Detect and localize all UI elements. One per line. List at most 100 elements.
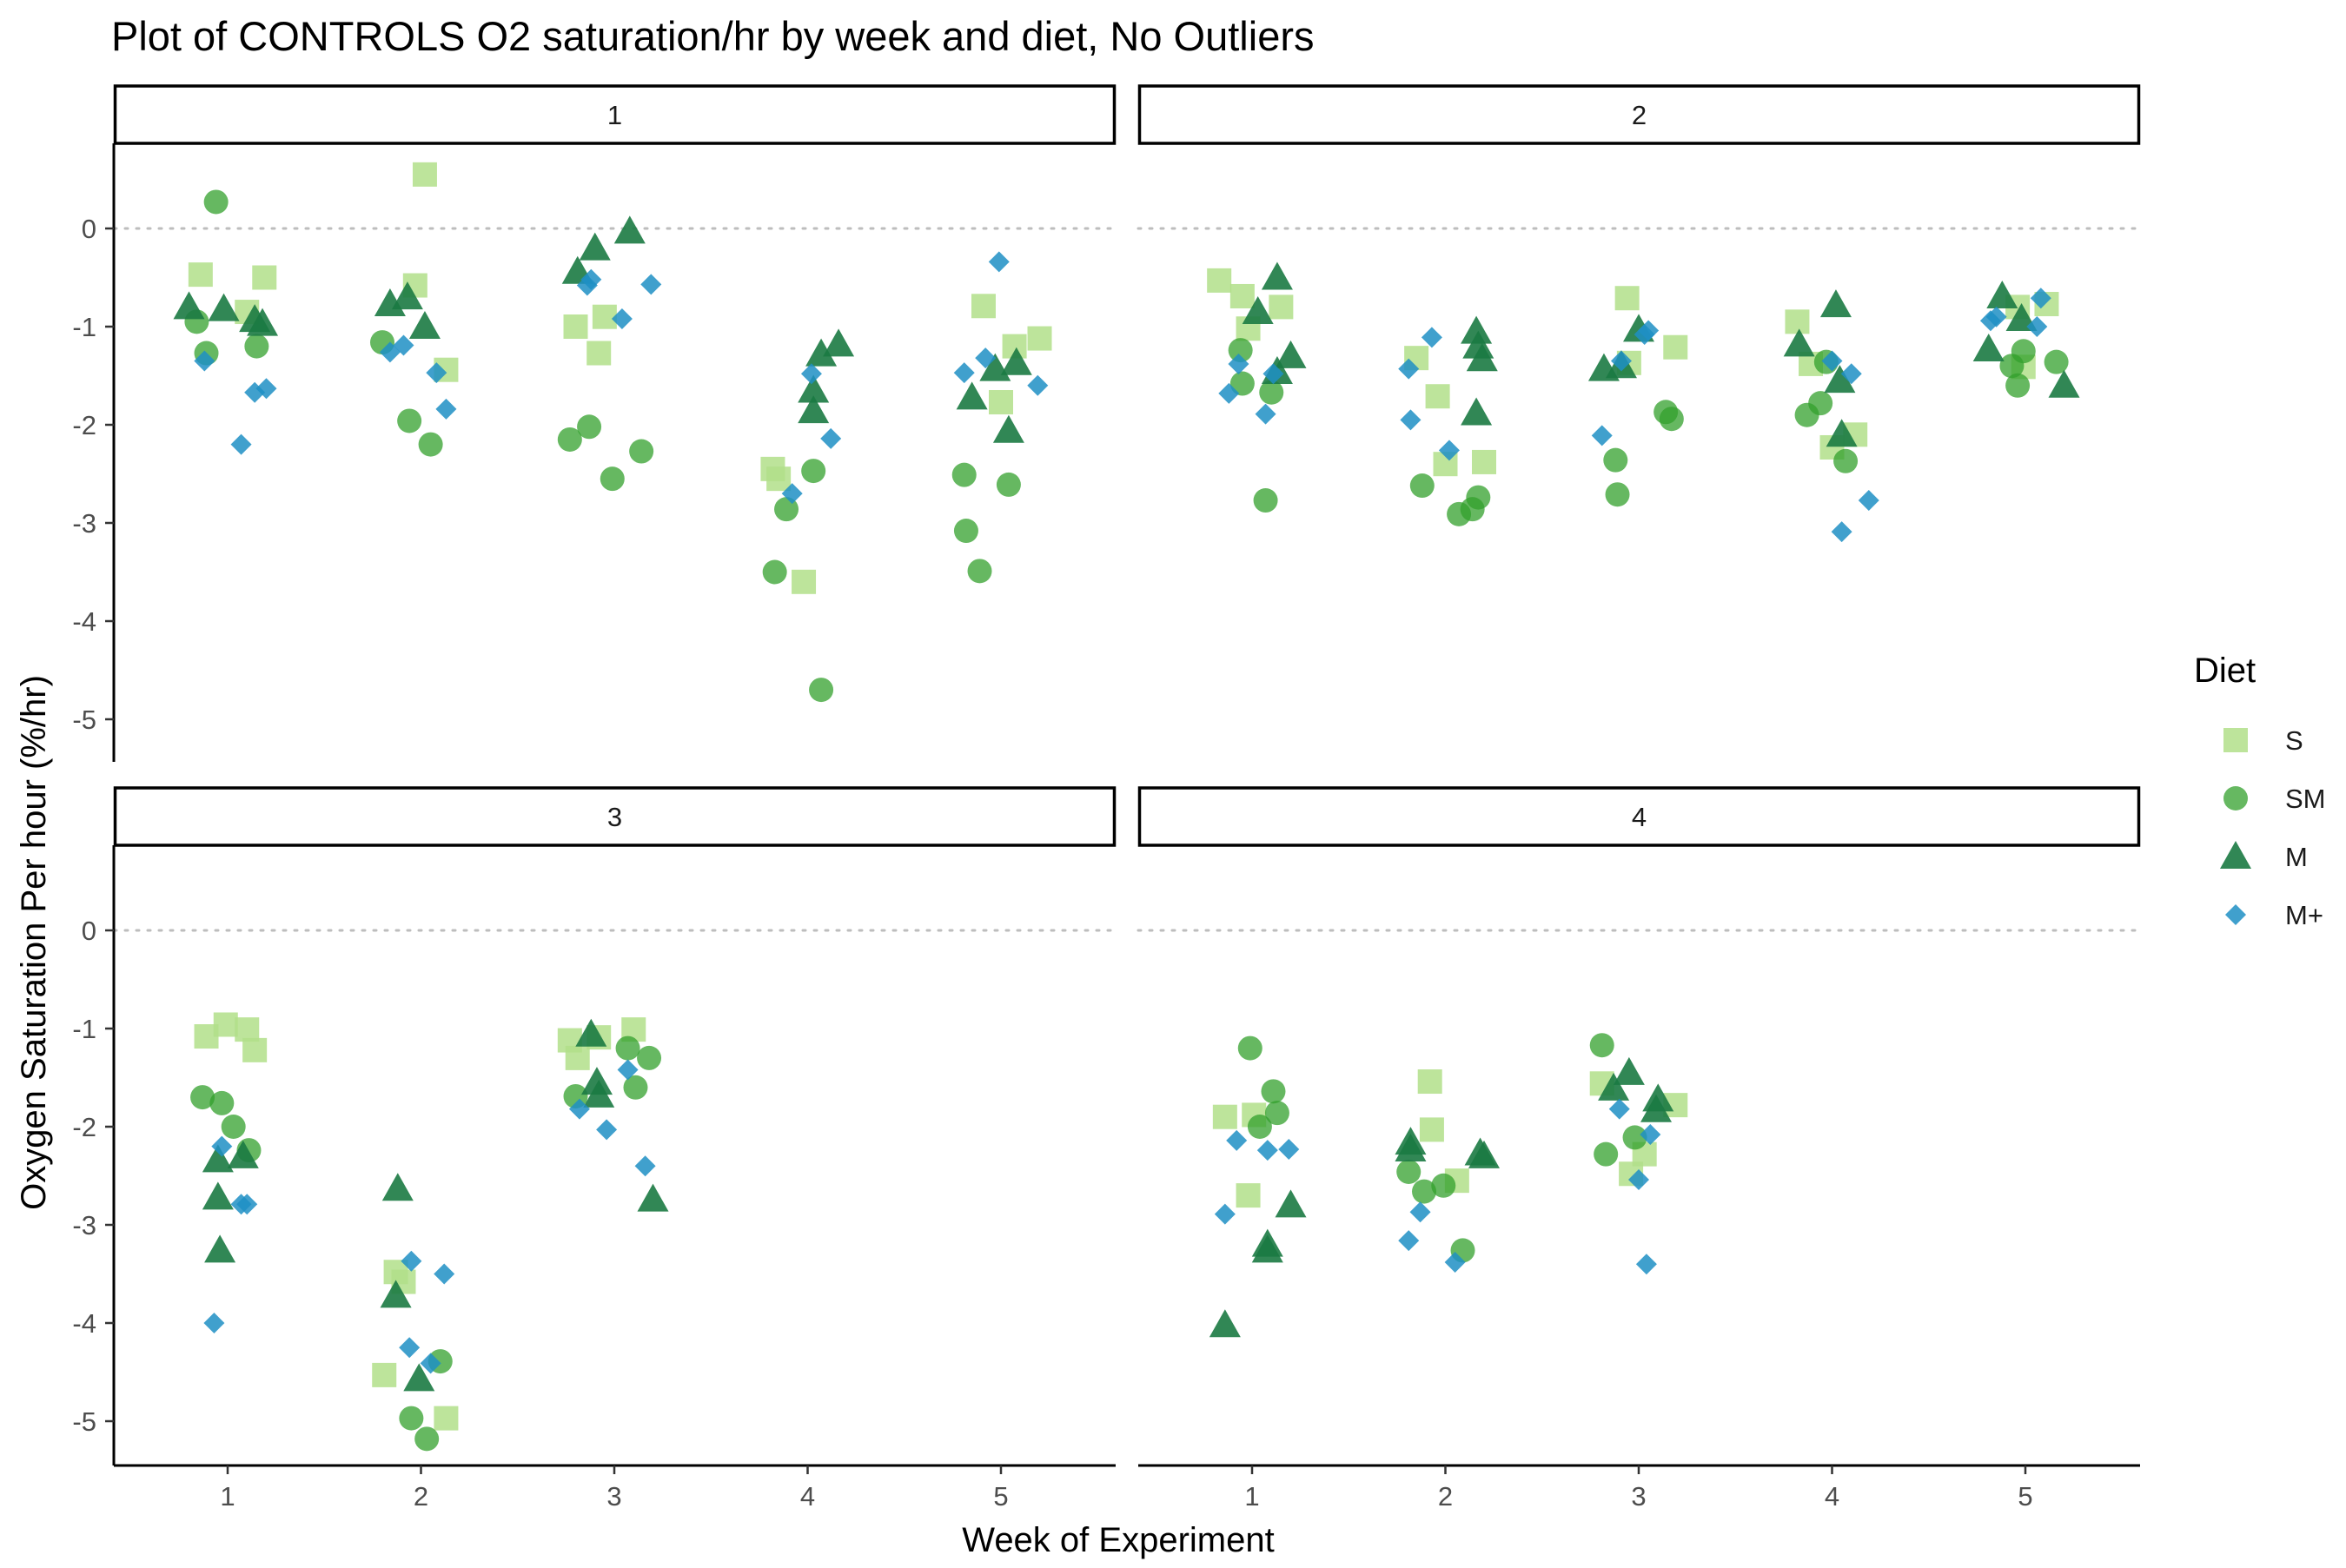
data-point-mplus [1444,1251,1466,1273]
data-point-sm [953,519,978,544]
data-point-s [1207,268,1232,293]
data-point-mplus [634,1155,656,1177]
data-point-mplus [1409,1201,1431,1223]
x-tick-label: 2 [1438,1481,1453,1512]
data-point-s [1425,384,1450,409]
legend-key-mplus [2225,904,2246,925]
data-point-sm [1603,447,1628,473]
data-point-mplus [781,483,803,505]
data-point-m [1275,340,1307,368]
data-point-sm [996,472,1021,497]
panel-strip-label: 1 [607,100,622,130]
data-point-mplus [568,1098,590,1120]
data-point-sm [221,1115,246,1139]
data-point-mplus [1255,403,1276,425]
data-point-m [956,381,988,410]
data-point-m [1242,296,1274,325]
x-tick-label: 1 [220,1481,235,1512]
data-point-mplus [1610,350,1632,372]
x-tick-label: 5 [993,1481,1008,1512]
data-point-mplus [800,363,822,385]
data-point-m [637,1183,669,1212]
data-point-sm [203,189,229,215]
x-axis-label: Week of Experiment [962,1521,1274,1559]
data-point-mplus [1262,363,1284,385]
data-point-s [565,1045,590,1070]
data-point-sm [637,1045,662,1070]
data-point-s [412,162,437,187]
data-point-s [1785,309,1810,334]
data-point-m [202,1144,234,1173]
data-point-s [1663,334,1688,360]
data-point-s [252,265,277,290]
data-point-m [1824,365,1856,394]
legend: Diet S SM M M+ [2194,652,2326,930]
data-point-mplus [988,251,1010,273]
data-point-mplus [1226,1129,1248,1151]
data-point-s [1614,286,1640,311]
data-point-mplus [434,1263,455,1285]
panel-strip-label: 2 [1632,100,1647,130]
data-point-sm [1247,1115,1272,1139]
data-point-m [1000,347,1032,375]
data-point-mplus [640,274,662,295]
legend-label-s: S [2285,725,2303,756]
data-point-m [1261,261,1293,290]
data-point-s [1229,283,1255,308]
data-point-m [204,1234,236,1263]
data-point-mplus [2030,288,2051,309]
data-point-s [1269,294,1294,320]
panel-strip-label: 3 [607,802,622,832]
data-point-mplus [426,362,447,384]
data-point-mplus [1256,1140,1278,1161]
data-point-s [434,1406,459,1431]
data-point-mplus [1027,374,1049,396]
data-point-m [805,338,838,367]
data-point-m [798,395,830,424]
y-tick-label: -4 [72,606,96,637]
data-point-m [1826,419,1858,447]
y-tick-label: -4 [72,1308,96,1339]
data-point-mplus [1398,358,1420,380]
data-point-mplus [401,1250,422,1272]
data-point-s [188,262,213,288]
data-point-s [1419,1117,1444,1142]
data-point-sm [1253,488,1278,513]
data-point-s [971,294,996,319]
data-point-sm [951,462,977,487]
data-point-m [1783,328,1815,357]
data-point-sm [1409,473,1435,499]
data-point-sm [1237,1035,1262,1061]
data-point-sm [1605,482,1630,507]
x-tick-label: 5 [2018,1481,2032,1512]
data-point-mplus [203,1313,225,1333]
data-point-m [403,1363,435,1392]
data-point-sm [615,1035,640,1061]
data-point-mplus [420,1353,441,1374]
y-tick-label: 0 [82,916,96,946]
data-point-mplus [1831,521,1852,543]
panel-strip [1137,786,2141,847]
data-point-sm [244,334,269,359]
panel-3: 3 0 -1 -2 -3 -4 -5 1 2 3 4 5 [72,786,1117,1512]
data-point-mplus [255,378,277,400]
data-point-sm [557,427,582,452]
data-point-s [989,390,1013,415]
data-point-m [1640,1094,1673,1122]
data-point-sm [1228,338,1253,363]
data-point-m [1986,280,2018,308]
y-axis-label: Oxygen Saturation Per hour (%/hr) [15,675,53,1210]
data-point-sm [1589,1033,1614,1058]
data-point-sm [397,408,422,433]
data-point-mplus [1840,363,1862,385]
y-tick-label: -5 [72,705,96,735]
y-tick-label: 0 [82,214,96,244]
data-point-sm [2011,339,2036,364]
x-tick-label: 4 [1825,1481,1839,1512]
data-point-sm [629,439,654,464]
x-tick-label: 4 [800,1481,815,1512]
data-point-m [1642,1083,1674,1112]
data-point-sm [399,1406,424,1431]
data-point-m [380,1280,412,1308]
